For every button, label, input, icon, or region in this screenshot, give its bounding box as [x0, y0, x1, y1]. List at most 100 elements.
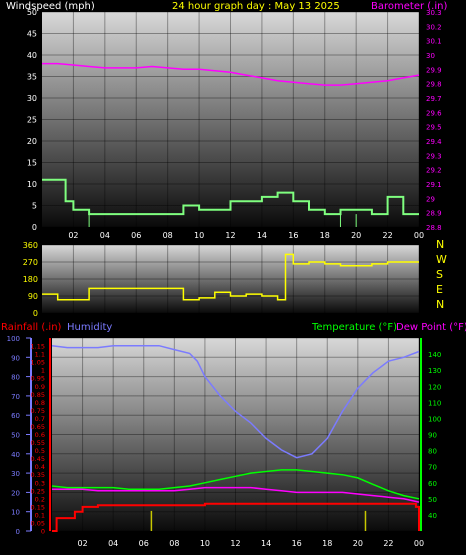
x-tick-label: 04: [108, 539, 118, 548]
barometer-tick-label: 29.1: [426, 181, 442, 189]
temperature-panel-series: [51, 344, 420, 532]
barometer-tick-label: 28.9: [426, 210, 442, 218]
x-tick-label: 18: [320, 231, 330, 240]
humidity-tick-label: 10: [11, 509, 20, 517]
wind-panel-background: [42, 12, 419, 227]
windspeed-line: [42, 178, 419, 216]
barometer-tick-label: 29.4: [426, 138, 442, 146]
wind-direction-line: [42, 253, 419, 301]
temperature-tick-label: 130: [428, 367, 441, 375]
windspeed-tick-label: 50: [27, 8, 37, 17]
temperature-tick-label: 70: [428, 464, 437, 472]
rainfall-tick-label: 0.45: [31, 455, 45, 463]
x-tick-label: 10: [194, 231, 204, 240]
temperature-tick-label: 100: [428, 415, 441, 423]
rainfall-tick-label: 0.7: [35, 415, 45, 423]
x-tick-label: 12: [225, 231, 235, 240]
humidity-tick-label: 30: [11, 470, 20, 478]
x-tick-label: 08: [169, 539, 179, 548]
barometer-tick-label: 28.8: [426, 224, 442, 232]
wind-panel-grid: [42, 11, 420, 228]
dewpoint-axis-title: Dew Point (°F): [396, 322, 466, 333]
humidity-tick-label: 80: [11, 374, 20, 382]
graph-title: 24 hour graph day : May 13 2025: [172, 1, 340, 12]
rainfall-tick-label: 0.1: [35, 511, 45, 519]
x-tick-label: 04: [100, 231, 110, 240]
humidity-line: [51, 344, 420, 459]
humidity-tick-label: 40: [11, 451, 20, 459]
barometer-axis-title: Barometer (.in): [371, 1, 447, 12]
windspeed-tick-label: 35: [27, 73, 37, 82]
temperature-tick-label: 110: [428, 399, 441, 407]
direction-panel-series: [42, 253, 419, 301]
direction-tick-label: 90: [28, 292, 38, 301]
compass-label: N: [436, 238, 444, 251]
rainfall-tick-label: 1.15: [31, 343, 45, 351]
rainfall-tick-label: 0.5: [35, 447, 45, 455]
rainfall-tick-label: 0.4: [35, 463, 45, 471]
barometer-tick-label: 30: [426, 52, 435, 60]
rainfall-tick-label: 0.65: [31, 423, 45, 431]
windspeed-tick-label: 0: [32, 223, 37, 232]
wind-panel-series: [42, 62, 420, 227]
rainfall-tick-label: 1: [41, 367, 45, 375]
temperature-axis-ticks: 40 50 60 70 80 90 100 110 120 130 140: [428, 351, 441, 520]
rainfall-tick-label: 0.3: [35, 479, 45, 487]
rainfall-tick-label: 0.25: [31, 487, 45, 495]
windspeed-tick-label: 5: [32, 202, 37, 211]
temperature-tick-label: 50: [428, 496, 437, 504]
rainfall-tick-label: 0.05: [31, 519, 45, 527]
direction-panel-grid: [42, 244, 420, 314]
windspeed-tick-label: 15: [27, 159, 37, 168]
barometer-tick-label: 29: [426, 195, 435, 203]
x-tick-label: 00: [414, 231, 424, 240]
x-tick-label: 08: [163, 231, 173, 240]
rainfall-tick-label: 0.6: [35, 431, 45, 439]
temperature-panel-x-ticks: 02 04 06 08 10 12 14 16 18 20 22 00: [77, 539, 424, 548]
barometer-line: [42, 62, 420, 86]
barometer-tick-label: 30.2: [426, 23, 442, 31]
barometer-tick-label: 29.7: [426, 95, 442, 103]
rainfall-tick-label: 1.1: [35, 351, 45, 359]
humidity-tick-label: 70: [11, 393, 20, 401]
x-tick-label: 20: [351, 231, 361, 240]
windspeed-tick-label: 20: [27, 137, 37, 146]
barometer-tick-label: 30.3: [426, 9, 442, 17]
barometer-tick-label: 30.1: [426, 38, 442, 46]
humidity-axis-ticks: 0 10 20 30 40 50 60 70 80 90 100: [7, 335, 31, 536]
rainfall-tick-label: 0.85: [31, 391, 45, 399]
x-tick-label: 02: [77, 539, 87, 548]
x-tick-label: 16: [292, 539, 302, 548]
temperature-tick-label: 80: [428, 448, 437, 456]
compass-label: S: [436, 268, 443, 281]
x-tick-label: 20: [353, 539, 363, 548]
temperature-axis-title: Temperature (°F): [311, 322, 397, 333]
rainfall-tick-label: 0.55: [31, 439, 45, 447]
barometer-axis-ticks: 28.8 28.9 29 29.1 29.2 29.3 29.4 29.5 29.6 29.7 29…: [426, 9, 442, 232]
barometer-tick-label: 29.9: [426, 66, 442, 74]
direction-tick-label: 360: [23, 241, 38, 250]
humidity-axis-title: Humidity: [67, 322, 112, 333]
compass-label: N: [436, 298, 444, 311]
windspeed-tick-label: 30: [27, 94, 37, 103]
direction-axis-ticks: 0 90 180 270 360: [23, 241, 38, 318]
temperature-tick-label: 60: [428, 480, 437, 488]
x-tick-label: 18: [322, 539, 332, 548]
x-tick-label: 22: [382, 231, 392, 240]
rainfall-tick-label: 0: [41, 528, 45, 536]
rainfall-tick-label: 0.8: [35, 399, 45, 407]
windspeed-tick-label: 45: [27, 30, 37, 39]
x-tick-label: 14: [257, 231, 267, 240]
humidity-tick-label: 100: [7, 335, 20, 343]
direction-tick-label: 0: [33, 309, 38, 318]
rainfall-tick-label: 0.95: [31, 375, 45, 383]
direction-tick-label: 270: [23, 258, 38, 267]
wind-panel-x-ticks: 02 04 06 08 10 12 14 16 18 20 22 00: [68, 231, 424, 240]
temperature-tick-label: 90: [428, 432, 437, 440]
compass-label: E: [436, 283, 443, 296]
rainfall-tick-label: 1.05: [31, 359, 45, 367]
rainfall-axis-title: Rainfall (.in): [1, 322, 62, 333]
x-tick-label: 22: [383, 539, 393, 548]
direction-tick-label: 180: [23, 275, 38, 284]
